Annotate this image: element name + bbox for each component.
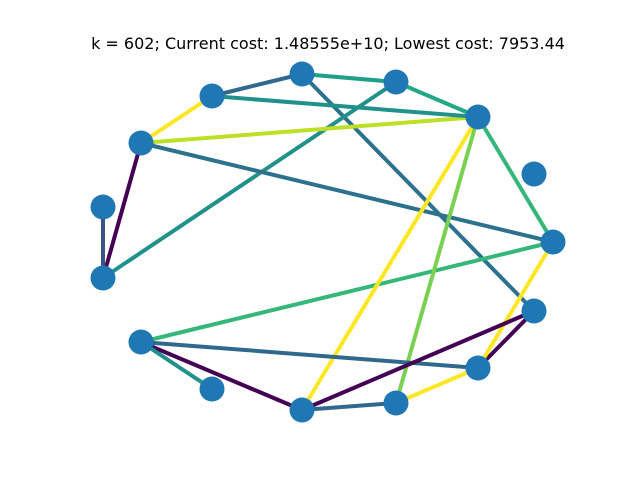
graph-edge	[300, 72, 398, 84]
graph-edge	[139, 240, 555, 344]
graph-nodes	[90, 61, 566, 423]
graph-node	[90, 194, 116, 220]
graph-edge	[139, 340, 480, 370]
graph-node	[521, 161, 547, 187]
graph-node	[128, 130, 154, 156]
graph-edge	[394, 80, 480, 119]
graph-node	[465, 104, 491, 130]
graph-edge	[394, 115, 480, 405]
graph-node	[521, 298, 547, 324]
graph-edge	[300, 72, 536, 313]
graph-node	[383, 69, 409, 95]
graph-edge	[139, 340, 304, 412]
graph-edge	[139, 94, 214, 145]
graph-edge	[210, 72, 304, 98]
graph-edge	[476, 240, 555, 370]
graph-edge	[101, 80, 398, 280]
graph-node	[383, 390, 409, 416]
graph-edge	[476, 115, 555, 244]
graph-node	[199, 83, 225, 109]
graph-edge	[210, 94, 480, 119]
graph-edge	[139, 141, 555, 244]
plot-title: k = 602; Current cost: 1.48555e+10; Lowe…	[91, 34, 565, 53]
graph-node	[128, 329, 154, 355]
graph-edge	[476, 309, 536, 370]
graph-node	[90, 265, 116, 291]
graph-node	[465, 355, 491, 381]
graph-edge	[139, 115, 480, 145]
graph-edge	[300, 401, 398, 412]
graph-edge	[139, 340, 214, 391]
graph-edges	[101, 72, 555, 412]
graph-edge	[300, 115, 480, 412]
graph-edge	[300, 309, 536, 412]
graph-node	[289, 61, 315, 87]
graph-node	[199, 376, 225, 402]
graph-edge	[394, 366, 480, 405]
graph-edge	[101, 141, 143, 280]
graph-node	[289, 397, 315, 423]
graph-node	[540, 229, 566, 255]
